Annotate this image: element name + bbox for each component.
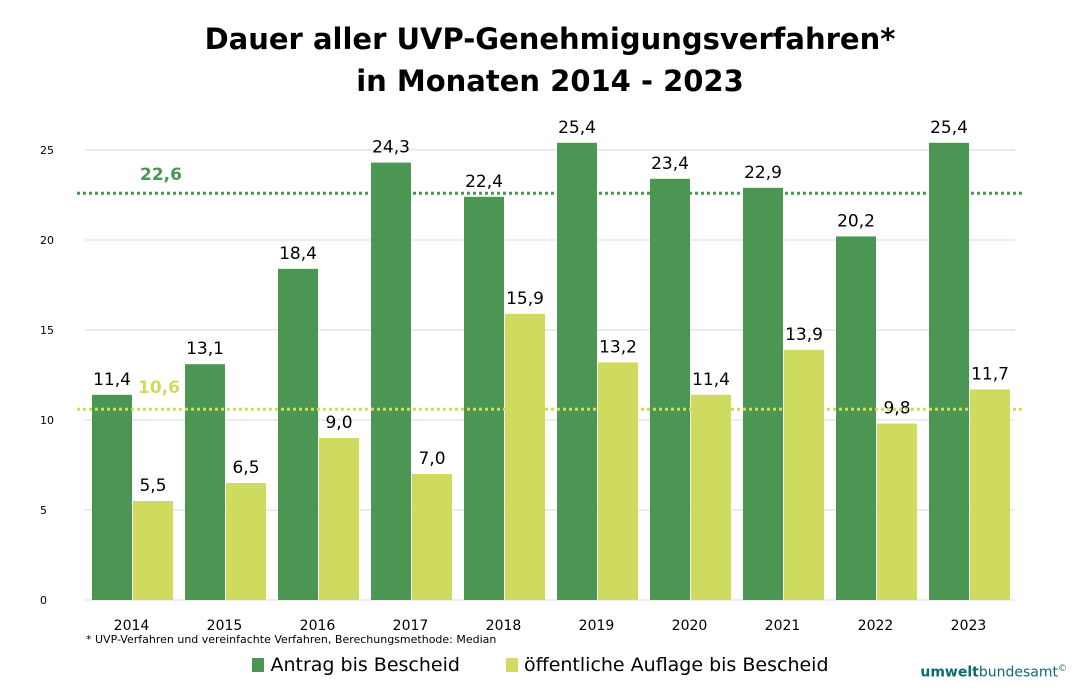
bar-antrag	[743, 187, 783, 601]
footnote: * UVP-Verfahren und vereinfachte Verfahr…	[86, 633, 497, 646]
data-label: 24,3	[372, 138, 410, 158]
bar-auflage	[319, 438, 359, 600]
data-label: 13,1	[186, 339, 224, 359]
data-label: 18,4	[279, 244, 317, 264]
x-tick-label: 2018	[486, 618, 522, 634]
data-label: 13,2	[599, 337, 637, 357]
bar-auflage	[505, 313, 545, 600]
y-tick-label: 5	[40, 504, 47, 517]
bar-antrag	[371, 162, 411, 600]
legend-swatch	[505, 658, 518, 672]
chart-title-line-2: in Monaten 2014 - 2023	[356, 64, 744, 98]
chart-title-line-1: Dauer aller UVP-Genehmigungsverfahren*	[204, 22, 896, 56]
data-label: 23,4	[651, 154, 689, 174]
y-tick-label: 20	[40, 234, 54, 247]
reference-label: 10,6	[138, 378, 180, 398]
data-label: 7,0	[418, 449, 445, 469]
bar-auflage	[598, 362, 638, 600]
chart-title: Dauer aller UVP-Genehmigungsverfahren* i…	[0, 18, 1081, 102]
bar-auflage	[970, 389, 1010, 600]
x-tick-label: 2023	[951, 618, 987, 634]
bar-antrag	[836, 236, 876, 600]
bar-auflage	[226, 483, 266, 600]
bar-auflage	[133, 501, 173, 600]
reference-label: 22,6	[140, 165, 182, 185]
x-tick-label: 2019	[579, 618, 615, 634]
x-tick-label: 2017	[393, 618, 429, 634]
data-label: 25,4	[558, 118, 596, 138]
legend: Antrag bis Bescheid öffentliche Auflage …	[0, 654, 1081, 677]
data-label: 11,4	[692, 370, 730, 390]
bar-auflage	[784, 349, 824, 600]
bar-antrag	[650, 178, 690, 601]
data-label: 25,4	[930, 118, 968, 138]
x-tick-label: 2015	[207, 618, 243, 634]
data-label: 11,4	[93, 370, 131, 390]
data-label: 22,4	[465, 172, 503, 192]
y-tick-label: 25	[40, 144, 54, 157]
data-label: 9,8	[883, 399, 910, 419]
data-label: 9,0	[325, 413, 352, 433]
y-tick-label: 10	[40, 414, 54, 427]
x-tick-label: 2020	[672, 618, 708, 634]
y-tick-label: 15	[40, 324, 54, 337]
bar-antrag	[929, 142, 969, 601]
x-tick-label: 2014	[114, 618, 150, 634]
y-tick-label: 0	[40, 594, 47, 607]
umweltbundesamt-logo: umweltbundesamt©	[920, 664, 1067, 681]
bar-auflage	[691, 394, 731, 600]
legend-item-auflage: öffentliche Auflage bis Bescheid	[505, 654, 829, 676]
bar-antrag	[185, 364, 225, 600]
bar-antrag	[557, 142, 597, 601]
legend-label: öffentliche Auflage bis Bescheid	[523, 654, 829, 676]
data-label: 11,7	[971, 364, 1009, 384]
legend-item-antrag: Antrag bis Bescheid	[252, 654, 460, 676]
bar-auflage	[877, 423, 917, 600]
data-label: 5,5	[139, 476, 166, 496]
x-tick-label: 2016	[300, 618, 336, 634]
bar-antrag	[278, 268, 318, 600]
bar-antrag	[464, 196, 504, 601]
x-tick-label: 2022	[858, 618, 894, 634]
x-tick-label: 2021	[765, 618, 801, 634]
legend-label: Antrag bis Bescheid	[270, 654, 460, 676]
data-label: 15,9	[506, 289, 544, 309]
legend-swatch	[252, 658, 265, 672]
bar-auflage	[412, 474, 452, 600]
data-label: 6,5	[232, 458, 259, 478]
bar-antrag	[92, 394, 132, 600]
data-label: 22,9	[744, 163, 782, 183]
data-label: 20,2	[837, 211, 875, 231]
data-label: 13,9	[785, 325, 823, 345]
